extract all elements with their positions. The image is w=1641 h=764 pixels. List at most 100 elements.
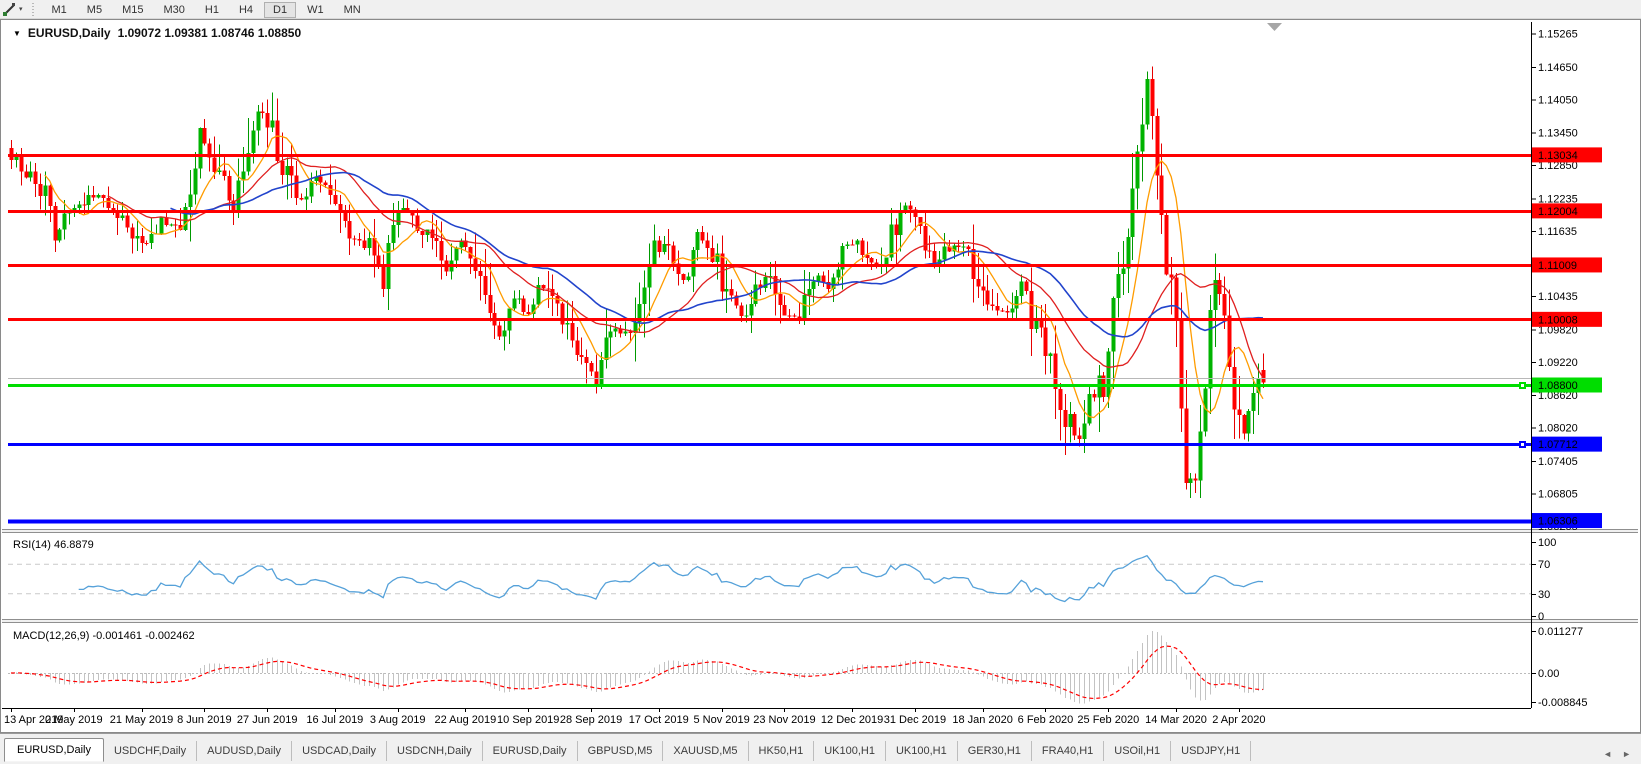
price-tick-label: 1.14050	[1538, 95, 1578, 107]
price-tick-label: 1.09220	[1538, 357, 1578, 369]
price-tick-label: 1.15265	[1538, 29, 1578, 41]
timeframe-button-H4[interactable]: H4	[238, 4, 254, 16]
chart-tab-AUDUSD-Daily[interactable]: AUDUSD,Daily	[197, 741, 293, 761]
date-tick-label: 17 Oct 2019	[629, 714, 689, 726]
rsi-scale-label: 70	[1538, 559, 1550, 571]
chart-tab-FRA40-H1[interactable]: FRA40,H1	[1032, 741, 1105, 761]
toolbar-grip-handle	[30, 2, 36, 16]
date-tick-label: 2 Apr 2020	[1212, 714, 1265, 726]
price-tick-label: 1.10435	[1538, 291, 1578, 303]
rsi-line[interactable]	[78, 554, 1264, 603]
date-tick-label: 22 Aug 2019	[434, 714, 496, 726]
ma-fast-line[interactable]	[44, 135, 1264, 419]
macd-indicator-label: MACD(12,26,9) -0.001461 -0.002462	[13, 630, 195, 642]
rsi-scale-label: 30	[1538, 589, 1550, 601]
timeframe-button-M15[interactable]: M15	[122, 4, 144, 16]
price-tick-label: 1.12235	[1538, 193, 1578, 205]
chart-tab-GER30-H1[interactable]: GER30,H1	[958, 741, 1032, 761]
price-badge	[1532, 377, 1602, 393]
ma-medium-line[interactable]	[107, 157, 1264, 379]
rsi-scale-label: 100	[1538, 537, 1556, 549]
price-tick-label: 1.09820	[1538, 325, 1578, 337]
price-tick-label: 1.14650	[1538, 62, 1578, 74]
date-tick-label: 13 Apr 2019	[4, 714, 63, 726]
pane-separator[interactable]	[2, 619, 1638, 623]
price-badge-label: 1.12004	[1538, 206, 1578, 218]
chart-canvas[interactable]: 1.15265 1.14650 1.14050 1.13450 1.12850 1.122…	[1, 20, 1640, 732]
price-badge	[1532, 513, 1602, 529]
macd-signal-line[interactable]	[10, 645, 1264, 700]
chart-title-ohlc: 1.09072 1.09381 1.08746 1.08850	[117, 26, 302, 40]
timeframe-button-M5[interactable]: M5	[86, 4, 103, 16]
price-badge-label: 1.08800	[1538, 380, 1578, 392]
macd-scale-label: 0.00	[1538, 668, 1559, 680]
chart-title: ▼ EURUSD,Daily 1.09072 1.09381 1.08746 1…	[13, 26, 301, 40]
timeframe-button-H1[interactable]: H1	[204, 4, 219, 16]
timeframe-buttons: M1 M5 M15 M30 H1 H4 D1 W1 MN	[42, 0, 371, 18]
macd-scale-label: -0.008845	[1538, 697, 1588, 709]
chart-tab-USDCAD-Daily[interactable]: USDCAD,Daily	[292, 741, 388, 761]
date-tick-label: 8 Jun 2019	[177, 714, 231, 726]
price-tick-label: 1.12850	[1538, 160, 1578, 172]
chart-title-symbol: EURUSD,Daily	[27, 26, 111, 40]
price-badge-label: 1.13034	[1538, 150, 1578, 162]
date-tick-label: 25 Feb 2020	[1077, 714, 1139, 726]
price-tick-label: 1.11635	[1538, 226, 1577, 238]
chart-tab-USDCHF-Daily[interactable]: USDCHF,Daily	[104, 741, 198, 761]
price-badge-label: 1.07712	[1538, 439, 1578, 451]
timeframe-button-M30[interactable]: M30	[163, 4, 185, 16]
price-badge-label: 1.11009	[1538, 260, 1577, 272]
macd-histogram	[15, 631, 1265, 704]
price-axis[interactable]: 1.15265 1.14650 1.14050 1.13450 1.12850 1.122…	[2, 22, 1602, 709]
timeframe-button-D1[interactable]: D1	[264, 2, 297, 18]
price-badge	[1532, 257, 1602, 273]
chart-tab-bar: EURUSD,Daily USDCHF,Daily AUDUSD,Daily USDC…	[0, 733, 1641, 764]
rsi-indicator-label: RSI(14) 46.8879	[13, 539, 94, 551]
chart-tab-GBPUSD-M5[interactable]: GBPUSD,M5	[578, 741, 664, 761]
chart-tab-XAUUSD-M5[interactable]: XAUUSD,M5	[663, 741, 749, 761]
chart-tab-EURUSD-Daily[interactable]: EURUSD,Daily	[483, 741, 578, 761]
chart-window: 1.15265 1.14650 1.14050 1.13450 1.12850 1.122…	[0, 19, 1641, 733]
date-tick-label: 31 Dec 2019	[884, 714, 946, 726]
tab-scroll-right-icon[interactable]: ►	[1622, 749, 1631, 759]
chart-tab-EURUSD-Daily[interactable]: EURUSD,Daily	[4, 738, 104, 762]
date-tick-label: 6 Feb 2020	[1018, 714, 1074, 726]
price-badge	[1532, 147, 1602, 163]
ma-slow-line[interactable]	[170, 171, 1264, 338]
chart-shift-marker-icon[interactable]	[1267, 23, 1282, 31]
chart-tab-USOil-H1[interactable]: USOil,H1	[1104, 741, 1172, 761]
macd-scale-label: 0.011277	[1538, 626, 1583, 638]
chart-tabs: EURUSD,Daily USDCHF,Daily AUDUSD,Daily USDC…	[4, 738, 1252, 762]
chart-tab-HK50-H1[interactable]: HK50,H1	[749, 741, 815, 761]
collapse-triangle-icon[interactable]: ▼	[13, 28, 21, 38]
date-tick-label: 14 Mar 2020	[1145, 714, 1207, 726]
price-badge-label: 1.06306	[1538, 516, 1578, 528]
date-tick-label: 5 Nov 2019	[693, 714, 749, 726]
timeframe-button-W1[interactable]: W1	[307, 4, 324, 16]
date-tick-label: 23 Nov 2019	[753, 714, 815, 726]
chart-tab-USDCNH-Daily[interactable]: USDCNH,Daily	[387, 741, 483, 761]
timeframe-button-M1[interactable]: M1	[51, 4, 67, 16]
macd-pane	[8, 631, 1531, 704]
rsi-scale-label: 0	[1538, 611, 1544, 623]
chart-tab-USDJPY-H1[interactable]: USDJPY,H1	[1171, 741, 1252, 761]
price-badge	[1532, 436, 1602, 452]
price-pane	[8, 66, 1531, 524]
chart-tab-UK100-H1[interactable]: UK100,H1	[886, 741, 958, 761]
date-tick-label: 3 Aug 2019	[370, 714, 426, 726]
crosshair-tool-icon	[3, 2, 15, 16]
drawing-tool-button[interactable]: ▾	[2, 2, 27, 17]
date-tick-label: 2 May 2019	[45, 714, 102, 726]
tab-scroll-left-icon[interactable]: ◄	[1603, 749, 1613, 759]
price-badge-label: 1.10008	[1538, 314, 1578, 326]
dropdown-caret-icon: ▾	[19, 6, 23, 13]
timeframe-button-MN[interactable]: MN	[343, 4, 361, 16]
rsi-pane	[8, 554, 1531, 603]
pane-separator[interactable]	[2, 529, 1638, 533]
price-tick-label: 1.13450	[1538, 127, 1578, 139]
price-tick-label: 1.06805	[1538, 488, 1578, 500]
price-tick-label: 1.08020	[1538, 422, 1578, 434]
chart-tab-UK100-H1[interactable]: UK100,H1	[814, 741, 886, 761]
tab-scroll-controls: ◄ ►	[1603, 749, 1631, 762]
